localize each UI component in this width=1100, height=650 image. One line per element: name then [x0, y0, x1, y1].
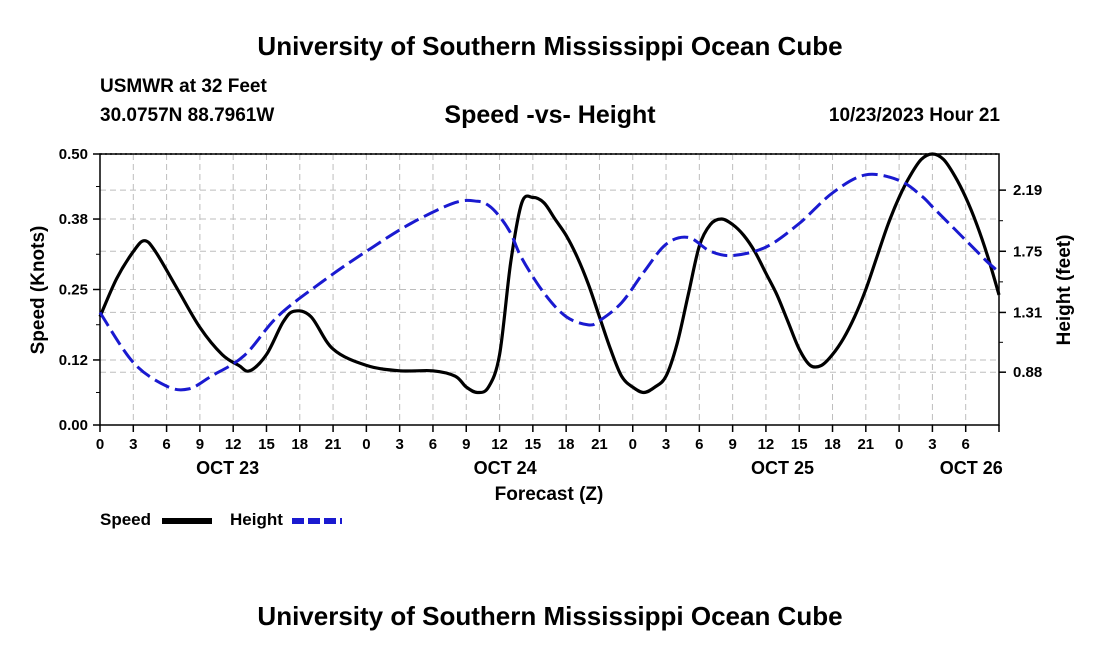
x-tick-label: 6: [695, 436, 703, 453]
y2-axis-title: Height (feet): [1054, 235, 1075, 346]
y2-tick-label: 1.31: [1013, 304, 1042, 321]
x-tick-label: 21: [591, 436, 608, 453]
y-tick-label: 0.50: [59, 146, 88, 163]
x-tick-label: 18: [291, 436, 308, 453]
x-tick-label: 3: [928, 436, 936, 453]
x-tick-label: 3: [395, 436, 403, 453]
y-tick-label: 0.38: [59, 211, 88, 228]
x-tick-label: 15: [791, 436, 808, 453]
x-tick-label: 12: [225, 436, 242, 453]
x-tick-label: 15: [525, 436, 542, 453]
height-series-line: [98, 172, 1000, 392]
x-tick-label: 0: [96, 436, 104, 453]
x-tick-label: 15: [258, 436, 275, 453]
y-axis-title: Speed (Knots): [28, 226, 49, 355]
y-tick-label: 0.00: [59, 417, 88, 434]
x-axis-title: Forecast (Z): [495, 484, 604, 505]
timestamp-label: 10/23/2023 Hour 21: [828, 105, 1000, 126]
x-tick-label: 18: [824, 436, 841, 453]
series-layer: [98, 152, 1001, 395]
y-tick-label: 0.12: [59, 352, 88, 369]
page-title: University of Southern Mississippi Ocean…: [257, 31, 843, 61]
x-tick-label: 3: [129, 436, 137, 453]
x-tick-label: 9: [196, 436, 204, 453]
grid-layer: [100, 154, 999, 425]
x-tick-label: 9: [462, 436, 470, 453]
y2-tick-label: 0.88: [1013, 364, 1042, 381]
legend-speed-label: Speed: [100, 510, 152, 529]
x-tick-label: 6: [962, 436, 970, 453]
date-label: OCT 26: [940, 458, 1003, 478]
x-tick-label: 21: [325, 436, 342, 453]
x-tick-label: 0: [895, 436, 903, 453]
footer-title: University of Southern Mississippi Ocean…: [257, 601, 843, 631]
y2-tick-label: 1.75: [1013, 243, 1042, 260]
y-tick-label: 0.25: [59, 282, 88, 299]
x-tick-label: 0: [629, 436, 637, 453]
x-tick-label: 21: [857, 436, 874, 453]
date-label: OCT 23: [196, 458, 259, 478]
x-tick-label: 9: [728, 436, 736, 453]
x-tick-label: 12: [491, 436, 508, 453]
axis-layer: 0 3 6 9 12 15 18 21 0 3 6 9 12 15 18 21 0 3 6 9 12 15 18 21 0 3 6 O…: [59, 146, 1042, 478]
date-label: OCT 25: [751, 458, 814, 478]
station-label: USMWR at 32 Feet: [100, 76, 267, 97]
x-tick-label: 12: [758, 436, 775, 453]
x-tick-label: 6: [429, 436, 437, 453]
speed-series-line: [98, 152, 1001, 395]
x-tick-label: 3: [662, 436, 670, 453]
legend-height-label: Height: [230, 510, 283, 529]
x-tick-label: 0: [362, 436, 370, 453]
y2-tick-label: 2.19: [1013, 182, 1042, 199]
date-label: OCT 24: [474, 458, 537, 478]
coordinates-label: 30.0757N 88.7961W: [100, 105, 275, 126]
x-tick-label: 6: [162, 436, 170, 453]
chart-title: Speed -vs- Height: [444, 101, 656, 129]
x-tick-label: 18: [558, 436, 575, 453]
